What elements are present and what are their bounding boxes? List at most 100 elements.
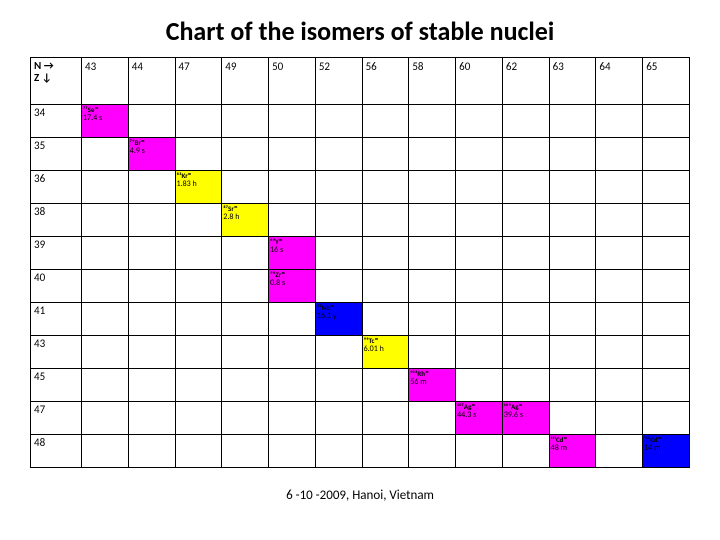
- grid-cell: [596, 369, 643, 402]
- grid-cell: [362, 402, 409, 435]
- grid-cell: [456, 369, 503, 402]
- grid-cell: [409, 270, 456, 303]
- grid-cell: ⁸⁷Srᵐ2.8 h: [222, 204, 269, 237]
- grid-cell: [409, 303, 456, 336]
- grid-cell: [82, 435, 129, 468]
- grid-cell: [315, 369, 362, 402]
- half-life-label: 17.4 s: [83, 114, 127, 123]
- grid-cell: ¹⁰³Rhᵐ56 m: [409, 369, 456, 402]
- grid-cell: [362, 105, 409, 138]
- grid-cell: ¹¹¹Cdᵐ48 m: [549, 435, 596, 468]
- column-header: 63: [549, 58, 596, 105]
- grid-cell: [128, 171, 175, 204]
- grid-cell: [128, 303, 175, 336]
- grid-cell: [269, 402, 316, 435]
- grid-cell: [222, 435, 269, 468]
- grid-cell: [596, 402, 643, 435]
- grid-cell: [82, 138, 129, 171]
- table-row: 38⁸⁷Srᵐ2.8 h: [31, 204, 690, 237]
- column-header: 49: [222, 58, 269, 105]
- grid-cell: [456, 270, 503, 303]
- grid-cell: [549, 204, 596, 237]
- row-label: 35: [31, 138, 82, 171]
- grid-cell: [315, 171, 362, 204]
- row-label: 36: [31, 171, 82, 204]
- grid-cell: [269, 435, 316, 468]
- row-label: 40: [31, 270, 82, 303]
- half-life-label: 39.6 s: [504, 411, 548, 420]
- grid-cell: [269, 336, 316, 369]
- half-life-label: 56 m: [410, 378, 454, 387]
- grid-cell: [643, 237, 690, 270]
- row-label: 45: [31, 369, 82, 402]
- grid-cell: ⁹³Nbᵐ16.1 y: [315, 303, 362, 336]
- grid-cell: [456, 303, 503, 336]
- grid-cell: [362, 237, 409, 270]
- column-header: 47: [175, 58, 222, 105]
- grid-cell: [315, 138, 362, 171]
- grid-cell: ⁹⁹Tcᵐ6.01 h: [362, 336, 409, 369]
- grid-cell: [315, 204, 362, 237]
- page-title: Chart of the isomers of stable nuclei: [30, 15, 690, 47]
- grid-cell: ⁷⁷Seᵐ17.4 s: [82, 105, 129, 138]
- half-life-label: 0.8 s: [270, 279, 314, 288]
- grid-cell: [643, 105, 690, 138]
- grid-cell: [409, 105, 456, 138]
- table-row: 45 ¹⁰³Rhᵐ56 m: [31, 369, 690, 402]
- half-life-label: 14 m: [644, 444, 688, 453]
- column-header: 58: [409, 58, 456, 105]
- column-header: 44: [128, 58, 175, 105]
- column-header: 64: [596, 58, 643, 105]
- grid-cell: [549, 138, 596, 171]
- grid-cell: [456, 237, 503, 270]
- grid-cell: [549, 303, 596, 336]
- grid-cell: [82, 171, 129, 204]
- grid-cell: [362, 171, 409, 204]
- column-header: 65: [643, 58, 690, 105]
- column-header: 43: [82, 58, 129, 105]
- grid-cell: [128, 402, 175, 435]
- grid-cell: [502, 336, 549, 369]
- grid-cell: ⁷⁹Brᵐ4.9 s: [128, 138, 175, 171]
- grid-cell: [456, 138, 503, 171]
- grid-cell: [128, 105, 175, 138]
- half-life-label: 16.1 y: [317, 312, 361, 321]
- grid-cell: [362, 138, 409, 171]
- grid-cell: [643, 171, 690, 204]
- grid-cell: [222, 171, 269, 204]
- grid-cell: [643, 204, 690, 237]
- table-row: 43⁹⁹Tcᵐ6.01 h: [31, 336, 690, 369]
- footer-text: 6 -10 -2009, Hanoi, Vietnam: [30, 488, 690, 503]
- grid-cell: [643, 270, 690, 303]
- grid-cell: ¹⁰⁹Agᵐ39.6 s: [502, 402, 549, 435]
- grid-cell: [409, 336, 456, 369]
- grid-cell: [315, 336, 362, 369]
- grid-cell: [409, 435, 456, 468]
- half-life-label: 48 m: [551, 444, 595, 453]
- grid-cell: [456, 105, 503, 138]
- grid-cell: [596, 138, 643, 171]
- half-life-label: 44.3 s: [457, 411, 501, 420]
- grid-cell: [269, 204, 316, 237]
- grid-cell: [315, 435, 362, 468]
- grid-cell: [502, 204, 549, 237]
- grid-cell: ⁸³Krᵐ1.83 h: [175, 171, 222, 204]
- grid-cell: [643, 336, 690, 369]
- grid-cell: [315, 402, 362, 435]
- grid-cell: [175, 270, 222, 303]
- grid-cell: [269, 105, 316, 138]
- table-header-row: N → Z ↓ 43444749505256586062636465: [31, 58, 690, 105]
- isomer-chart-table: N → Z ↓ 43444749505256586062636465 34⁷⁷S…: [30, 57, 690, 468]
- grid-cell: [175, 237, 222, 270]
- grid-cell: [549, 369, 596, 402]
- grid-cell: [596, 303, 643, 336]
- grid-cell: [269, 138, 316, 171]
- grid-cell: [128, 204, 175, 237]
- grid-cell: [175, 435, 222, 468]
- row-label: 34: [31, 105, 82, 138]
- grid-cell: [502, 435, 549, 468]
- table-row: 35 ⁷⁹Brᵐ4.9 s: [31, 138, 690, 171]
- half-life-label: 6.01 h: [364, 345, 408, 354]
- grid-cell: [269, 303, 316, 336]
- table-body: 34⁷⁷Seᵐ17.4 s35 ⁷⁹Brᵐ4.9 s 36 ⁸³Krᵐ1.83 h38…: [31, 105, 690, 468]
